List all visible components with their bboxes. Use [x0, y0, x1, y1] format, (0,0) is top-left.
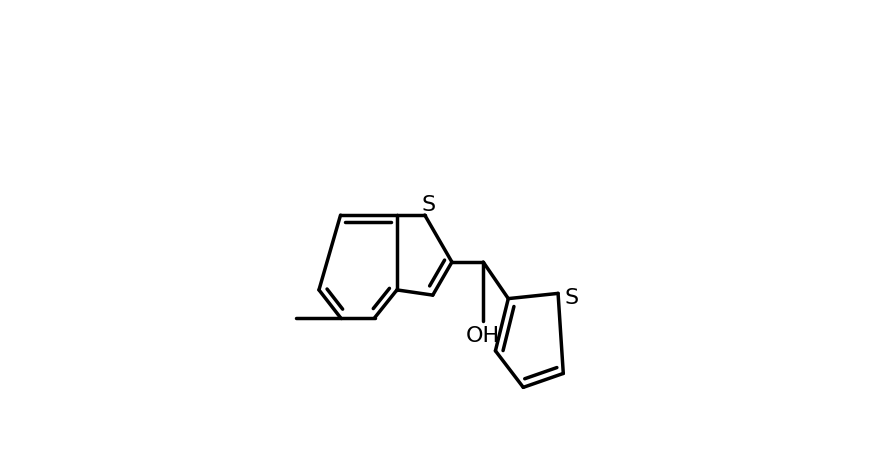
Text: S: S — [565, 287, 579, 307]
Text: OH: OH — [466, 326, 500, 345]
Text: S: S — [422, 194, 436, 215]
